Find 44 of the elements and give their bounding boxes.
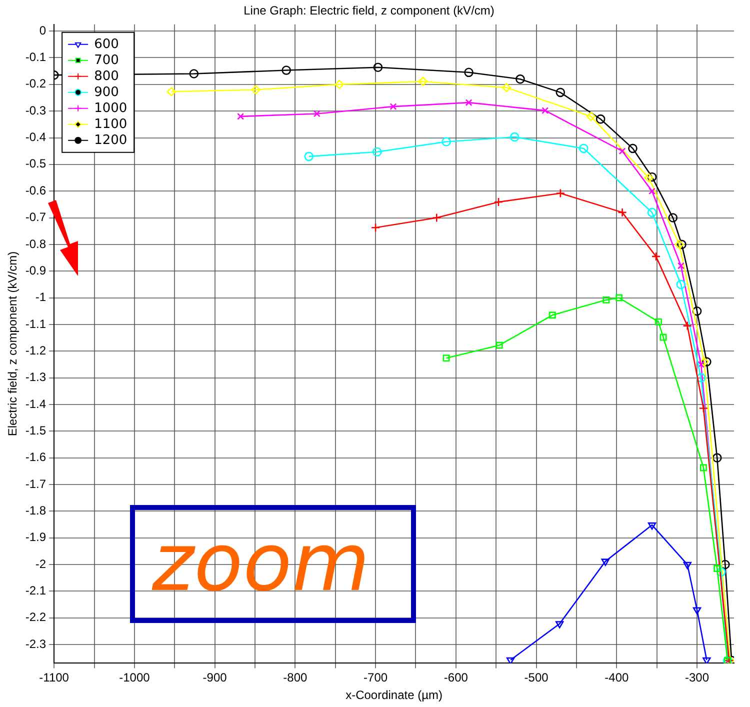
y-tick-label: -0.3 bbox=[25, 103, 46, 118]
y-tick-label: -1.1 bbox=[25, 316, 46, 331]
y-tick-label: -1.4 bbox=[25, 396, 46, 411]
y-tick-label: -0.4 bbox=[25, 130, 46, 144]
y-tick-label: -0.1 bbox=[25, 50, 46, 64]
y-tick-label: -0.2 bbox=[25, 76, 46, 91]
chart-title: Line Graph: Electric field, z component (kV/cm) bbox=[244, 4, 494, 18]
legend-label: 900 bbox=[94, 84, 119, 100]
x-tick-label: -1100 bbox=[39, 670, 70, 685]
annotation: zoom bbox=[152, 515, 370, 611]
y-tick-label: -2.2 bbox=[25, 610, 46, 624]
x-tick-label: -1000 bbox=[119, 670, 150, 685]
y-tick-label: -2.1 bbox=[25, 583, 46, 598]
y-tick-label: 0 bbox=[39, 23, 46, 38]
y-axis-title: Electric field, z component (kV/cm) bbox=[6, 251, 20, 436]
legend-label: 600 bbox=[94, 36, 119, 52]
x-tick-label: -600 bbox=[444, 670, 468, 685]
x-tick-label: -500 bbox=[524, 670, 549, 685]
x-tick-label: -300 bbox=[685, 670, 710, 685]
legend-label: 1000 bbox=[94, 100, 128, 116]
legend-label: 700 bbox=[94, 52, 119, 68]
legend-label: 800 bbox=[94, 68, 119, 84]
x-tick-label: -400 bbox=[604, 670, 629, 685]
y-tick-label: -1.9 bbox=[25, 530, 46, 544]
x-axis-title: x-Coordinate (µm) bbox=[346, 688, 443, 702]
y-tick-label: -1.2 bbox=[25, 343, 46, 358]
y-tick-label: -1.6 bbox=[25, 450, 46, 464]
y-tick-label: -0.7 bbox=[25, 210, 46, 224]
x-tick-label: -700 bbox=[364, 670, 388, 685]
y-tick-label: -2 bbox=[35, 556, 46, 571]
y-tick-label: -2.3 bbox=[25, 636, 46, 651]
y-tick-label: -1.3 bbox=[25, 370, 46, 384]
y-tick-label: -0.6 bbox=[25, 183, 46, 198]
y-tick-label: -0.8 bbox=[25, 236, 46, 251]
y-tick-label: -1.7 bbox=[25, 476, 46, 491]
x-tick-label: -900 bbox=[202, 670, 228, 685]
y-tick-label: -0.5 bbox=[25, 156, 46, 171]
y-tick-label: -1.5 bbox=[25, 423, 46, 438]
legend-label: 1200 bbox=[94, 132, 128, 148]
y-tick-label: -0.9 bbox=[25, 263, 46, 278]
y-tick-label: -1.8 bbox=[25, 503, 46, 518]
legend-label: 1100 bbox=[94, 116, 128, 132]
y-tick-label: -1 bbox=[35, 290, 46, 304]
x-tick-label: -800 bbox=[283, 670, 308, 685]
